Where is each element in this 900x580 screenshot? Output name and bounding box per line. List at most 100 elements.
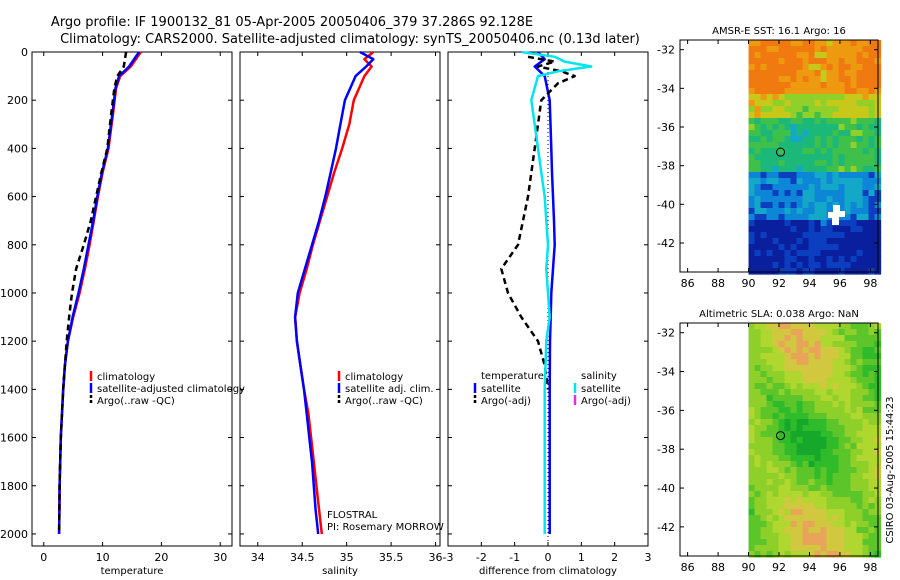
map-cell xyxy=(802,184,810,191)
map-cell xyxy=(868,515,876,522)
map-cell xyxy=(850,148,858,155)
map-cell xyxy=(856,58,864,65)
map-cell xyxy=(832,262,840,269)
map-cell xyxy=(808,40,816,47)
map-cell xyxy=(784,52,792,59)
map-cell xyxy=(814,166,822,173)
map-cell xyxy=(772,202,780,209)
map-cell xyxy=(844,202,852,209)
map-cell xyxy=(814,509,822,516)
map-cell xyxy=(796,389,804,396)
map-cell xyxy=(838,268,846,275)
map-cell xyxy=(790,124,798,131)
map-cell xyxy=(856,124,864,131)
map-cell xyxy=(766,268,774,275)
map-cell xyxy=(778,40,786,47)
map-cell xyxy=(766,485,774,492)
map-cell xyxy=(808,461,816,468)
map-cell xyxy=(826,76,834,83)
map-cell xyxy=(748,323,756,330)
map-cell xyxy=(868,172,876,179)
float-location-marker xyxy=(776,147,786,157)
map-cell xyxy=(838,166,846,173)
map-cell xyxy=(766,359,774,366)
map-cell xyxy=(772,323,780,330)
map-cell xyxy=(766,377,774,384)
map-cell xyxy=(754,497,762,504)
map-cell xyxy=(784,419,792,426)
map-cell xyxy=(868,154,876,161)
map-cell xyxy=(784,425,792,432)
map-cell xyxy=(856,479,864,486)
map-cell xyxy=(838,353,846,360)
map-cell xyxy=(778,473,786,480)
map-cell xyxy=(772,178,780,185)
map-cell xyxy=(802,365,810,372)
map-cell xyxy=(766,497,774,504)
map-cell xyxy=(862,329,870,336)
map-cell xyxy=(754,118,762,125)
map-cell xyxy=(754,154,762,161)
legend-label: satellite-adjusted climatology xyxy=(97,384,245,395)
map-cell xyxy=(850,94,858,101)
map-cell xyxy=(802,389,810,396)
map-cell xyxy=(862,70,870,77)
map-cell xyxy=(760,479,768,486)
map-cell xyxy=(796,112,804,119)
map-cell xyxy=(772,353,780,360)
map-cell xyxy=(784,383,792,390)
map-cell xyxy=(790,341,798,348)
map-cell xyxy=(838,533,846,540)
map-cell xyxy=(772,250,780,257)
map-cell xyxy=(778,142,786,149)
map-cell xyxy=(850,413,858,420)
map-cell xyxy=(838,425,846,432)
map-cell xyxy=(754,268,762,275)
map-cell xyxy=(796,467,804,474)
map-cell xyxy=(766,323,774,330)
map-cell xyxy=(844,76,852,83)
map-cell xyxy=(772,341,780,348)
map-cell xyxy=(808,485,816,492)
map-cell xyxy=(868,232,876,239)
map-cell xyxy=(844,130,852,137)
map-cell xyxy=(784,94,792,101)
map-cell xyxy=(844,112,852,119)
map-cell xyxy=(766,479,774,486)
map-cell xyxy=(784,335,792,342)
map-cell xyxy=(766,515,774,522)
map-cell xyxy=(766,335,774,342)
map-cell xyxy=(826,232,834,239)
map-cell xyxy=(838,52,846,59)
map-cell xyxy=(814,437,822,444)
map-cell xyxy=(856,551,864,558)
map-cell xyxy=(868,226,876,233)
map-cell xyxy=(808,323,816,330)
map-cell xyxy=(856,425,864,432)
map-cell xyxy=(820,268,828,275)
map-cell xyxy=(802,455,810,462)
map-cell xyxy=(760,365,768,372)
map-cell xyxy=(754,539,762,546)
float-location-marker xyxy=(776,431,786,441)
map-cell xyxy=(778,106,786,113)
map-cell xyxy=(766,461,774,468)
map-cell xyxy=(760,431,768,438)
map-cell xyxy=(808,160,816,167)
map-cell xyxy=(862,64,870,71)
map-cell xyxy=(856,533,864,540)
map-cell xyxy=(760,395,768,402)
map-cell xyxy=(790,455,798,462)
map-cell xyxy=(796,527,804,534)
map-cell xyxy=(784,208,792,215)
map-cell xyxy=(754,527,762,534)
map-cell xyxy=(754,208,762,215)
map-cell xyxy=(802,268,810,275)
map-cell xyxy=(772,431,780,438)
map-cell xyxy=(796,106,804,113)
map-cell xyxy=(832,148,840,155)
map-cell xyxy=(850,437,858,444)
map-cell xyxy=(760,184,768,191)
map-cell xyxy=(760,118,768,125)
